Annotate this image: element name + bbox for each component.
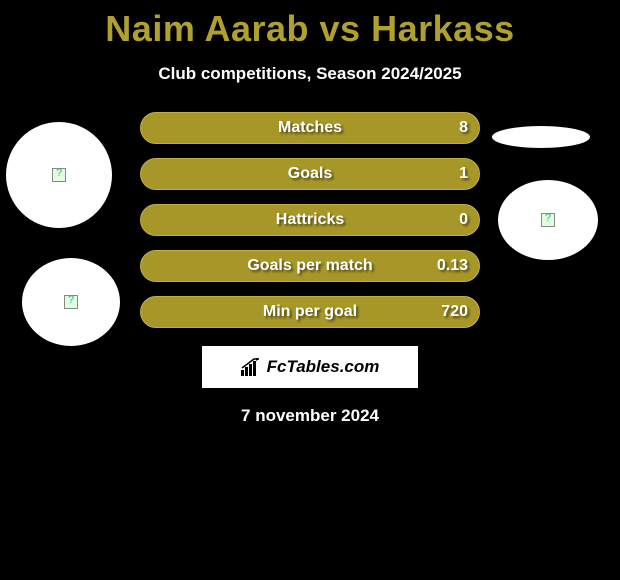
stat-row: Goals per match 0.13 bbox=[140, 250, 480, 282]
stats-area: Matches 8 Goals 1 Hattricks 0 Goals per … bbox=[0, 112, 620, 426]
branding-text: FcTables.com bbox=[267, 357, 380, 377]
chart-icon bbox=[241, 358, 261, 376]
stat-row: Hattricks 0 bbox=[140, 204, 480, 236]
stat-row: Min per goal 720 bbox=[140, 296, 480, 328]
stat-value: 8 bbox=[459, 119, 468, 137]
page-subtitle: Club competitions, Season 2024/2025 bbox=[0, 64, 620, 84]
stat-label: Goals bbox=[288, 165, 332, 183]
page-title: Naim Aarab vs Harkass bbox=[0, 0, 620, 50]
stat-label: Min per goal bbox=[263, 303, 357, 321]
stat-label: Goals per match bbox=[247, 257, 372, 275]
stat-row: Matches 8 bbox=[140, 112, 480, 144]
stat-label: Hattricks bbox=[276, 211, 344, 229]
stat-value: 0 bbox=[459, 211, 468, 229]
stat-value: 1 bbox=[459, 165, 468, 183]
date-line: 7 november 2024 bbox=[0, 406, 620, 426]
stat-row: Goals 1 bbox=[140, 158, 480, 190]
stat-value: 720 bbox=[441, 303, 468, 321]
stat-value: 0.13 bbox=[437, 257, 468, 275]
branding-badge: FcTables.com bbox=[202, 346, 418, 388]
stat-label: Matches bbox=[278, 119, 342, 137]
